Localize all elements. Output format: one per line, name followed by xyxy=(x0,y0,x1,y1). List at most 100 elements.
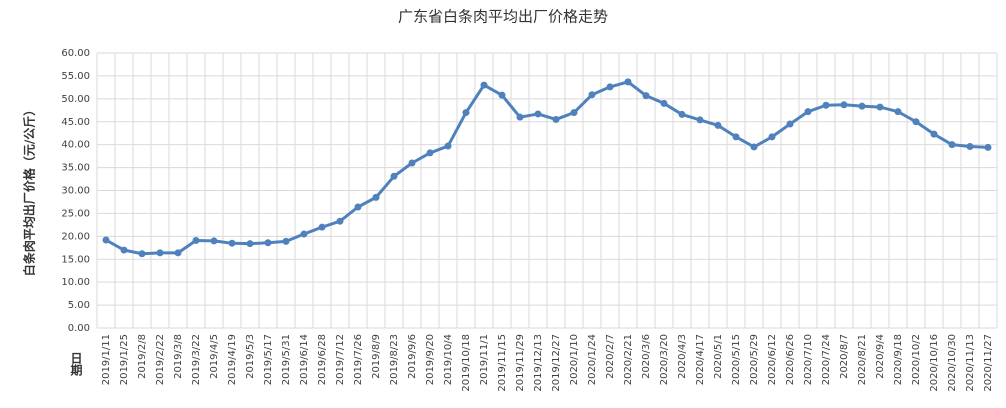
point xyxy=(966,143,974,150)
point xyxy=(876,103,884,111)
x-tick-label: 2019/9/20 xyxy=(425,334,436,385)
point xyxy=(408,159,416,167)
point xyxy=(984,143,992,151)
x-tick-label: 2020/1/10 xyxy=(569,334,580,385)
x-tick-label: 2019/3/8 xyxy=(173,334,184,379)
x-tick-label: 2020/6/12 xyxy=(767,334,778,385)
point xyxy=(192,236,200,244)
y-tick-label: 50.00 xyxy=(61,94,90,105)
y-tick-label: 0.00 xyxy=(68,323,90,334)
point xyxy=(138,250,146,258)
point xyxy=(444,142,452,150)
point xyxy=(750,143,758,151)
x-tick-label: 2020/7/10 xyxy=(803,334,814,385)
x-tick-label: 2019/9/6 xyxy=(407,334,418,379)
point xyxy=(768,133,776,141)
point xyxy=(282,237,290,245)
x-tick-label: 2019/6/14 xyxy=(299,334,310,385)
x-tick-label: 2020/5/29 xyxy=(749,334,760,385)
y-tick-label: 25.00 xyxy=(61,208,90,219)
point xyxy=(588,91,596,99)
point xyxy=(498,91,506,99)
point xyxy=(354,203,362,211)
point xyxy=(534,110,542,118)
point xyxy=(516,113,524,121)
point xyxy=(840,101,848,109)
x-tick-label: 2020/9/4 xyxy=(875,334,886,379)
point xyxy=(624,78,632,86)
x-tick-label: 2019/8/9 xyxy=(371,334,382,379)
x-tick-label: 2019/7/12 xyxy=(335,334,346,385)
y-tick-label: 20.00 xyxy=(61,231,90,242)
point xyxy=(228,239,236,247)
x-tick-label: 2019/7/26 xyxy=(353,334,364,385)
point xyxy=(372,193,380,201)
x-tick-label: 2020/2/7 xyxy=(605,334,616,379)
point xyxy=(300,230,308,238)
x-tick-label: 2020/8/7 xyxy=(839,334,850,379)
x-tick-label: 2019/12/27 xyxy=(551,334,562,392)
x-tick-label: 2019/1/25 xyxy=(119,334,130,385)
x-tick-label: 2019/2/22 xyxy=(155,334,166,385)
point xyxy=(156,249,164,257)
point xyxy=(678,110,686,118)
point xyxy=(210,237,218,245)
point xyxy=(318,223,326,231)
point xyxy=(264,239,272,247)
y-axis-title: 白条肉平均出厂价格（元/公斤） xyxy=(22,104,37,276)
x-tick-label: 2019/11/15 xyxy=(497,334,508,392)
x-tick-label: 2019/5/31 xyxy=(281,334,292,385)
x-tick-label: 2020/6/26 xyxy=(785,334,796,385)
point xyxy=(480,81,488,89)
x-tick-label: 2020/5/1 xyxy=(713,334,724,379)
point xyxy=(642,92,650,100)
x-tick-label: 2019/8/23 xyxy=(389,334,400,385)
x-tick-label: 2020/8/21 xyxy=(857,334,868,385)
y-tick-label: 15.00 xyxy=(61,254,90,265)
point xyxy=(822,101,830,109)
point xyxy=(930,130,938,138)
x-tick-label: 2020/2/21 xyxy=(623,334,634,385)
x-tick-label: 2019/5/3 xyxy=(245,334,256,379)
x-tick-label: 2019/4/19 xyxy=(227,334,238,385)
y-tick-label: 45.00 xyxy=(61,117,90,128)
point xyxy=(804,108,812,116)
x-tick-label: 2020/10/2 xyxy=(911,334,922,385)
x-tick-label: 2020/1/24 xyxy=(587,334,598,385)
x-tick-label: 2019/10/4 xyxy=(443,334,454,385)
point xyxy=(786,120,794,128)
x-tick-label: 2019/11/1 xyxy=(479,334,490,385)
x-axis-title: 日期 xyxy=(69,352,83,377)
point xyxy=(336,217,344,225)
y-tick-label: 5.00 xyxy=(68,300,90,311)
x-tick-label: 2020/4/3 xyxy=(677,334,688,379)
point xyxy=(102,236,110,244)
x-tick-label: 2019/4/5 xyxy=(209,334,220,379)
x-tick-label: 2019/11/29 xyxy=(515,334,526,392)
x-tick-label: 2020/9/18 xyxy=(893,334,904,385)
point xyxy=(948,141,956,149)
point xyxy=(894,108,902,116)
point xyxy=(390,172,398,180)
point xyxy=(246,240,254,248)
y-tick-label: 60.00 xyxy=(61,48,90,59)
x-tick-label: 2019/6/28 xyxy=(317,334,328,385)
y-tick-label: 40.00 xyxy=(61,140,90,151)
x-tick-label: 2020/11/13 xyxy=(965,334,976,392)
x-tick-label: 2019/3/22 xyxy=(191,334,202,385)
x-tick-label: 2019/10/18 xyxy=(461,334,472,392)
point xyxy=(912,118,920,126)
x-tick-label: 2019/2/8 xyxy=(137,334,148,379)
point xyxy=(606,83,614,91)
y-tick-label: 10.00 xyxy=(61,277,90,288)
point xyxy=(696,116,704,124)
point xyxy=(660,99,668,107)
point xyxy=(858,102,866,110)
x-tick-label: 2019/12/13 xyxy=(533,334,544,392)
x-tick-label: 2020/3/6 xyxy=(641,334,652,379)
x-tick-label: 2020/10/16 xyxy=(929,334,940,392)
point xyxy=(732,133,740,141)
point xyxy=(462,109,470,117)
x-tick-label: 2020/3/20 xyxy=(659,334,670,385)
